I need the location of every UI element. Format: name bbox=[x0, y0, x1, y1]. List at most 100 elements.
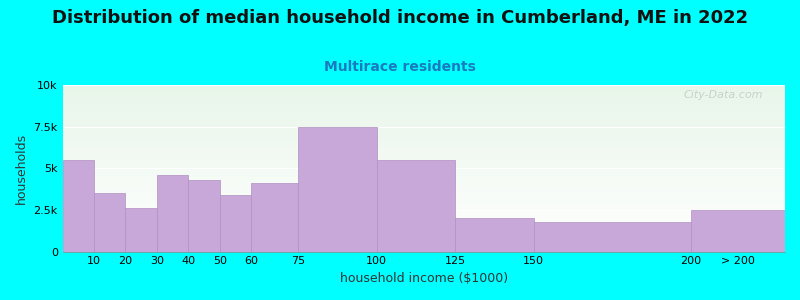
Bar bbox=[62, 179, 785, 180]
Bar bbox=[62, 103, 785, 104]
Bar bbox=[62, 155, 785, 156]
Bar bbox=[62, 221, 785, 222]
Bar bbox=[62, 237, 785, 238]
Bar bbox=[62, 130, 785, 131]
Bar bbox=[62, 156, 785, 157]
Bar bbox=[62, 116, 785, 117]
Bar bbox=[62, 104, 785, 105]
Bar bbox=[62, 99, 785, 100]
Bar bbox=[94, 193, 126, 252]
Bar bbox=[62, 144, 785, 145]
Bar bbox=[62, 170, 785, 171]
Bar bbox=[62, 133, 785, 134]
Bar bbox=[62, 186, 785, 187]
X-axis label: household income ($1000): household income ($1000) bbox=[340, 272, 508, 285]
Bar bbox=[62, 117, 785, 118]
Bar bbox=[62, 183, 785, 184]
Bar bbox=[62, 209, 785, 210]
Bar bbox=[62, 231, 785, 232]
Bar bbox=[62, 215, 785, 216]
Bar bbox=[62, 159, 785, 160]
Bar bbox=[62, 197, 785, 198]
Bar bbox=[62, 212, 785, 213]
Bar bbox=[62, 110, 785, 111]
Bar bbox=[62, 108, 785, 109]
Bar bbox=[62, 160, 94, 252]
Bar bbox=[62, 168, 785, 169]
Bar bbox=[62, 164, 785, 165]
Bar bbox=[62, 138, 785, 139]
Bar bbox=[62, 219, 785, 220]
Bar bbox=[62, 176, 785, 177]
Bar bbox=[62, 169, 785, 170]
Bar bbox=[62, 161, 785, 162]
Bar bbox=[62, 97, 785, 98]
Bar bbox=[62, 250, 785, 251]
Bar bbox=[62, 146, 785, 147]
Bar bbox=[62, 228, 785, 229]
Bar bbox=[62, 235, 785, 236]
Bar bbox=[157, 175, 188, 252]
Bar bbox=[62, 217, 785, 218]
Bar bbox=[62, 150, 785, 151]
Bar bbox=[62, 165, 785, 166]
Bar bbox=[62, 187, 785, 188]
Bar bbox=[62, 173, 785, 174]
Bar bbox=[62, 239, 785, 240]
Bar bbox=[62, 105, 785, 106]
Bar bbox=[62, 200, 785, 201]
Bar bbox=[62, 218, 785, 219]
Bar bbox=[62, 113, 785, 114]
Bar bbox=[62, 171, 785, 172]
Bar bbox=[62, 185, 785, 186]
Bar bbox=[62, 142, 785, 143]
Bar bbox=[62, 241, 785, 242]
Bar bbox=[62, 202, 785, 203]
Bar bbox=[62, 114, 785, 115]
Bar bbox=[62, 181, 785, 182]
Bar bbox=[62, 137, 785, 138]
Bar bbox=[62, 202, 785, 203]
Bar bbox=[62, 122, 785, 123]
Bar bbox=[62, 126, 785, 127]
Bar bbox=[62, 139, 785, 140]
Bar bbox=[62, 147, 785, 148]
Bar bbox=[62, 149, 785, 150]
Bar bbox=[62, 95, 785, 96]
Bar bbox=[62, 162, 785, 163]
Bar bbox=[62, 90, 785, 91]
Bar bbox=[62, 207, 785, 208]
Bar bbox=[62, 98, 785, 99]
Bar bbox=[62, 240, 785, 241]
Bar bbox=[62, 86, 785, 87]
Bar bbox=[62, 180, 785, 181]
Bar bbox=[62, 199, 785, 200]
Bar bbox=[62, 222, 785, 223]
Bar bbox=[62, 101, 785, 102]
Text: Multirace residents: Multirace residents bbox=[324, 60, 476, 74]
Bar bbox=[62, 214, 785, 215]
Bar bbox=[62, 236, 785, 237]
Bar bbox=[62, 111, 785, 112]
Bar bbox=[62, 194, 785, 195]
Bar bbox=[62, 210, 785, 211]
Bar bbox=[62, 226, 785, 227]
Bar bbox=[62, 216, 785, 217]
Bar bbox=[62, 109, 785, 110]
Bar bbox=[126, 208, 157, 252]
Bar bbox=[377, 160, 455, 252]
Bar bbox=[62, 131, 785, 132]
Bar bbox=[62, 220, 785, 221]
Bar bbox=[62, 196, 785, 197]
Bar bbox=[62, 178, 785, 179]
Bar bbox=[62, 189, 785, 190]
Bar bbox=[62, 191, 785, 192]
Bar bbox=[62, 141, 785, 142]
Y-axis label: households: households bbox=[15, 133, 28, 204]
Bar bbox=[62, 247, 785, 248]
Bar bbox=[62, 121, 785, 122]
Bar bbox=[62, 118, 785, 119]
Bar bbox=[62, 87, 785, 88]
Bar bbox=[298, 127, 377, 252]
Bar bbox=[62, 192, 785, 193]
